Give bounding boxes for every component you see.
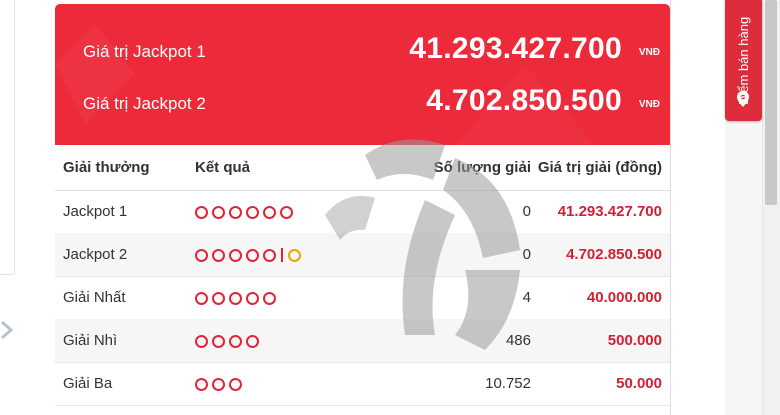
jackpot-1-unit: VNĐ	[638, 47, 660, 58]
ball-icon	[246, 291, 259, 305]
ball-icon	[229, 377, 242, 391]
table-row: Jackpot 1 0 41.293.427.700	[55, 190, 670, 234]
prize-value: 50.000	[616, 375, 662, 392]
ball-icon	[280, 205, 293, 219]
prize-quantity: 0	[522, 246, 531, 263]
prize-name: Jackpot 1	[63, 203, 128, 220]
ball-icon	[195, 377, 208, 391]
result-balls	[195, 334, 263, 348]
ball-icon	[229, 248, 242, 262]
result-balls	[195, 205, 297, 219]
prize-name: Giải Ba	[63, 375, 113, 392]
ball-icon	[263, 248, 276, 262]
results-card: Giá trị Jackpot 1 41.293.427.700 VNĐ Giá…	[55, 0, 671, 415]
chevron-right-icon[interactable]	[0, 318, 14, 342]
store-locator-tab[interactable]: Điểm bán hàng	[725, 0, 762, 121]
background-pattern	[55, 24, 595, 145]
ball-icon	[229, 291, 242, 305]
prize-value: 4.702.850.500	[566, 246, 662, 263]
table-row: Giải Nhất 4 40.000.000	[55, 276, 670, 320]
store-locator-label: Điểm bán hàng	[735, 16, 751, 105]
ball-icon	[263, 291, 276, 305]
special-ball-icon	[288, 248, 301, 262]
table-row: Jackpot 2 0 4.702.850.500	[55, 233, 670, 277]
ball-icon	[263, 205, 276, 219]
result-balls	[195, 377, 246, 391]
ball-icon	[195, 205, 208, 219]
prize-value: 40.000.000	[586, 289, 662, 306]
prize-quantity: 486	[505, 332, 531, 349]
ball-icon	[229, 334, 242, 348]
result-balls	[195, 248, 305, 262]
header-result: Kết quả	[195, 159, 251, 176]
header-prize: Giải thưởng	[63, 159, 150, 176]
jackpot-2-row: Giá trị Jackpot 2 4.702.850.500 VNĐ	[55, 84, 670, 124]
ball-icon	[212, 248, 225, 262]
scrollbar-thumb[interactable]	[765, 0, 777, 205]
ball-icon	[195, 248, 208, 262]
ball-icon	[195, 334, 208, 348]
ball-icon	[246, 248, 259, 262]
prize-value: 41.293.427.700	[557, 203, 662, 220]
ball-icon	[212, 334, 225, 348]
jackpot-summary: Giá trị Jackpot 1 41.293.427.700 VNĐ Giá…	[55, 4, 670, 145]
ball-icon	[212, 205, 225, 219]
prize-quantity: 4	[522, 289, 531, 306]
jackpot-1-label: Giá trị Jackpot 1	[83, 42, 206, 61]
table-header: Giải thưởng Kết quả Số lượng giải Giá tr…	[55, 146, 670, 191]
jackpot-1-row: Giá trị Jackpot 1 41.293.427.700 VNĐ	[55, 32, 670, 72]
ball-icon	[212, 377, 225, 391]
special-separator	[281, 248, 283, 262]
ball-icon	[246, 205, 259, 219]
prize-name: Jackpot 2	[63, 246, 128, 263]
prize-name: Giải Nhất	[63, 289, 126, 306]
ball-icon	[212, 291, 225, 305]
location-pin-icon	[737, 91, 749, 107]
table-row: Giải Nhì 486 500.000	[55, 319, 670, 363]
jackpot-2-value: 4.702.850.500	[426, 84, 622, 117]
prize-value: 500.000	[607, 332, 662, 349]
side-panel	[0, 0, 15, 275]
prize-quantity: 10.752	[485, 375, 531, 392]
ball-icon	[246, 334, 259, 348]
ball-icon	[229, 205, 242, 219]
prize-name: Giải Nhì	[63, 332, 118, 349]
result-balls	[195, 291, 280, 305]
header-value: Giá trị giải (đồng)	[537, 159, 662, 176]
header-quantity: Số lượng giải	[433, 159, 531, 176]
jackpot-1-value: 41.293.427.700	[409, 32, 622, 65]
jackpot-2-label: Giá trị Jackpot 2	[83, 94, 206, 113]
ball-icon	[195, 291, 208, 305]
prize-quantity: 0	[522, 203, 531, 220]
table-row: Giải Ba 10.752 50.000	[55, 362, 670, 406]
jackpot-2-unit: VNĐ	[638, 99, 660, 110]
